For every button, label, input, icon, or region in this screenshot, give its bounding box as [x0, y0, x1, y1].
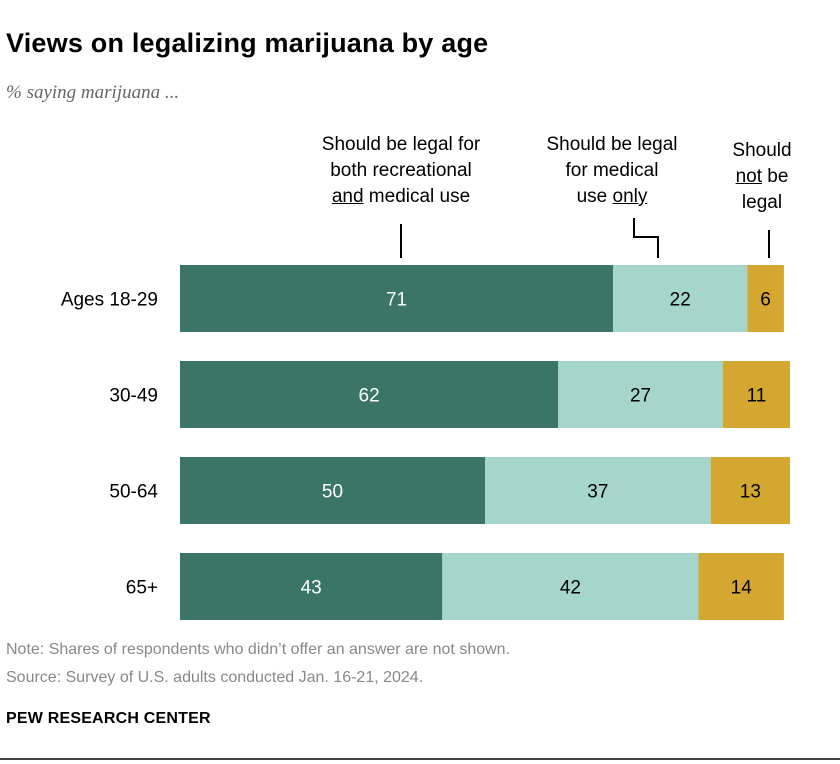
legend-label-recreational-and-medical: Should be legal for both recreational an… — [321, 134, 481, 207]
chart-source: Source: Survey of U.S. adults conducted … — [6, 669, 424, 686]
bottom-divider — [0, 758, 840, 760]
data-label: 27 — [630, 386, 651, 407]
data-label: 14 — [731, 578, 753, 599]
data-label: 43 — [301, 578, 322, 599]
pew-research-center-logo: PEW RESEARCH CENTER — [6, 710, 211, 727]
legend-label-medical-only: Should be legal for medical use only — [546, 134, 678, 207]
data-label: 37 — [587, 482, 608, 503]
data-label: 62 — [359, 386, 380, 407]
leader-line-medical-only — [633, 218, 659, 258]
chart-subtitle: % saying marijuana ... — [6, 82, 180, 103]
data-label: 6 — [760, 290, 771, 311]
data-label: 50 — [322, 482, 343, 503]
bar-segment — [442, 553, 699, 620]
bar-segment — [485, 457, 711, 524]
bar-segment — [710, 457, 790, 524]
legend-leader-lines — [400, 218, 770, 258]
legend-label-not-legal: Should not be legal — [732, 140, 792, 213]
bars-group: Ages 18-29 71 22 6 30-49 62 27 11 50-64 50 37 13 65+… — [61, 265, 790, 620]
bar-segment — [698, 553, 784, 620]
bar-segment — [722, 361, 790, 428]
bar-segment — [180, 361, 559, 428]
bar-segment — [747, 265, 784, 332]
bar-segment — [558, 361, 723, 428]
chart-title: Views on legalizing marijuana by age — [6, 28, 489, 58]
bar-segment — [180, 553, 443, 620]
category-label: 30-49 — [109, 386, 158, 407]
data-label: 42 — [560, 578, 581, 599]
data-label: 71 — [386, 290, 407, 311]
bar-segment — [180, 265, 614, 332]
data-label: 22 — [670, 290, 691, 311]
data-label: 13 — [740, 482, 761, 503]
bar-segment — [180, 457, 485, 524]
category-label: Ages 18-29 — [61, 290, 158, 311]
bar-segment — [613, 265, 748, 332]
chart-note: Note: Shares of respondents who didn’t o… — [6, 641, 511, 658]
data-label: 11 — [747, 386, 767, 407]
category-label: 65+ — [126, 578, 158, 599]
category-label: 50-64 — [109, 482, 158, 503]
